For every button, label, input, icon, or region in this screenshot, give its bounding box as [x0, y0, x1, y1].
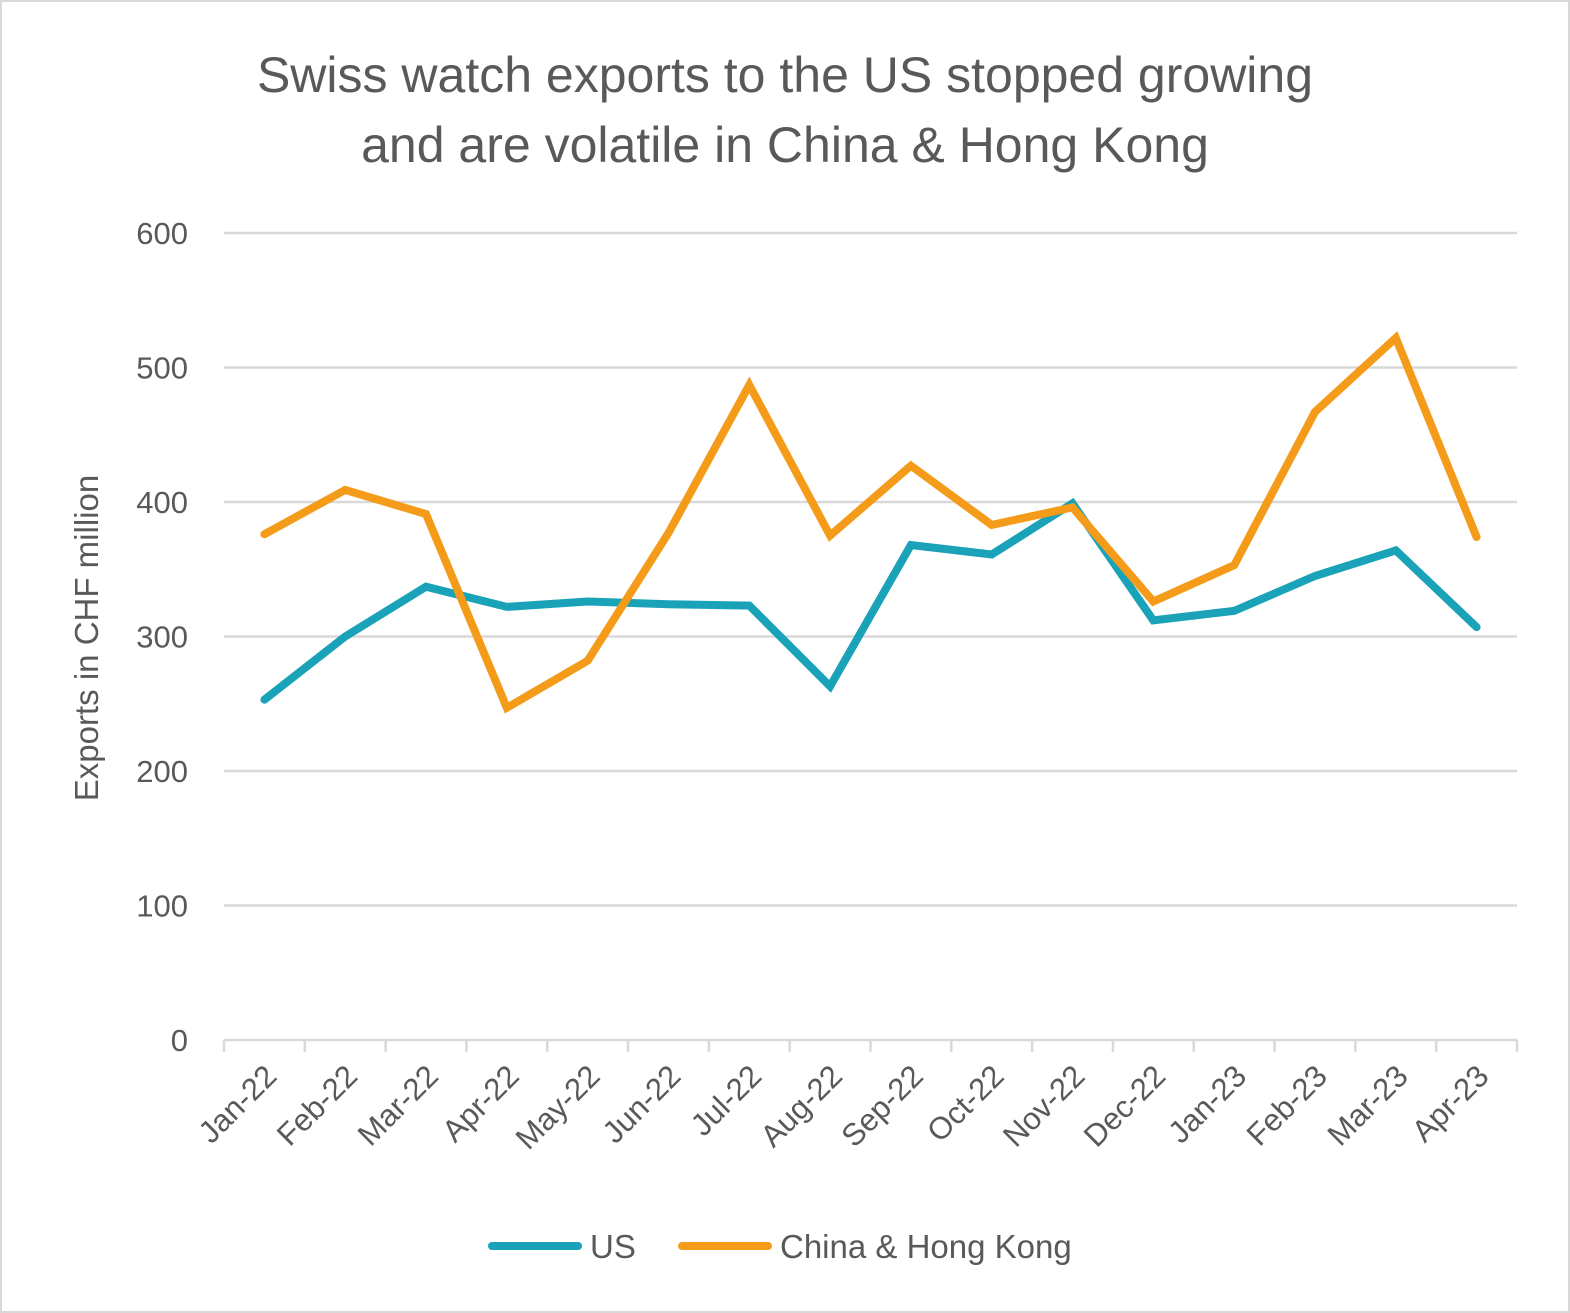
gridlines — [224, 231, 1517, 907]
x-tick-label: Apr-23 — [1405, 1058, 1496, 1149]
legend-label: China & Hong Kong — [780, 1228, 1072, 1265]
y-tick-label: 500 — [136, 351, 188, 386]
x-tick-label: Oct-22 — [920, 1058, 1011, 1149]
x-tick-label: Aug-22 — [754, 1058, 849, 1153]
y-tick-label: 600 — [136, 216, 188, 251]
y-tick-label: 100 — [136, 889, 188, 924]
y-tick-label: 200 — [136, 754, 188, 789]
series-line-0 — [260, 497, 1481, 704]
series-lines — [260, 331, 1481, 714]
x-tick-label: Jan-22 — [192, 1058, 284, 1150]
y-axis-label: Exports in CHF million — [68, 475, 105, 801]
x-axis: Jan-22Feb-22Mar-22Apr-22May-22Jun-22Jul-… — [192, 1038, 1519, 1156]
x-tick-label: Nov-22 — [996, 1058, 1091, 1153]
x-tick-label: May-22 — [509, 1058, 607, 1156]
y-tick-label: 400 — [136, 485, 188, 520]
legend-label: US — [590, 1228, 636, 1265]
legend: US China & Hong Kong — [488, 1228, 1072, 1265]
chart-title-line-1: Swiss watch exports to the US stopped gr… — [257, 47, 1313, 103]
x-tick-label: Mar-22 — [351, 1058, 445, 1152]
series-line-1 — [260, 331, 1481, 714]
x-tick-label: Dec-22 — [1077, 1058, 1172, 1153]
chart-title-line-2: and are volatile in China & Hong Kong — [361, 117, 1209, 173]
x-tick-label: Feb-23 — [1240, 1058, 1334, 1152]
y-tick-label: 0 — [171, 1023, 188, 1058]
x-tick-label: Jan-23 — [1161, 1058, 1253, 1150]
x-tick-label: Feb-22 — [270, 1058, 364, 1152]
y-axis-ticks: 0 100 200 300 400 500 600 — [136, 216, 188, 1058]
x-tick-label: Sep-22 — [834, 1058, 929, 1153]
x-tick-label: Mar-23 — [1321, 1058, 1415, 1152]
x-tick-label: Jun-22 — [596, 1058, 688, 1150]
y-tick-label: 300 — [136, 620, 188, 655]
